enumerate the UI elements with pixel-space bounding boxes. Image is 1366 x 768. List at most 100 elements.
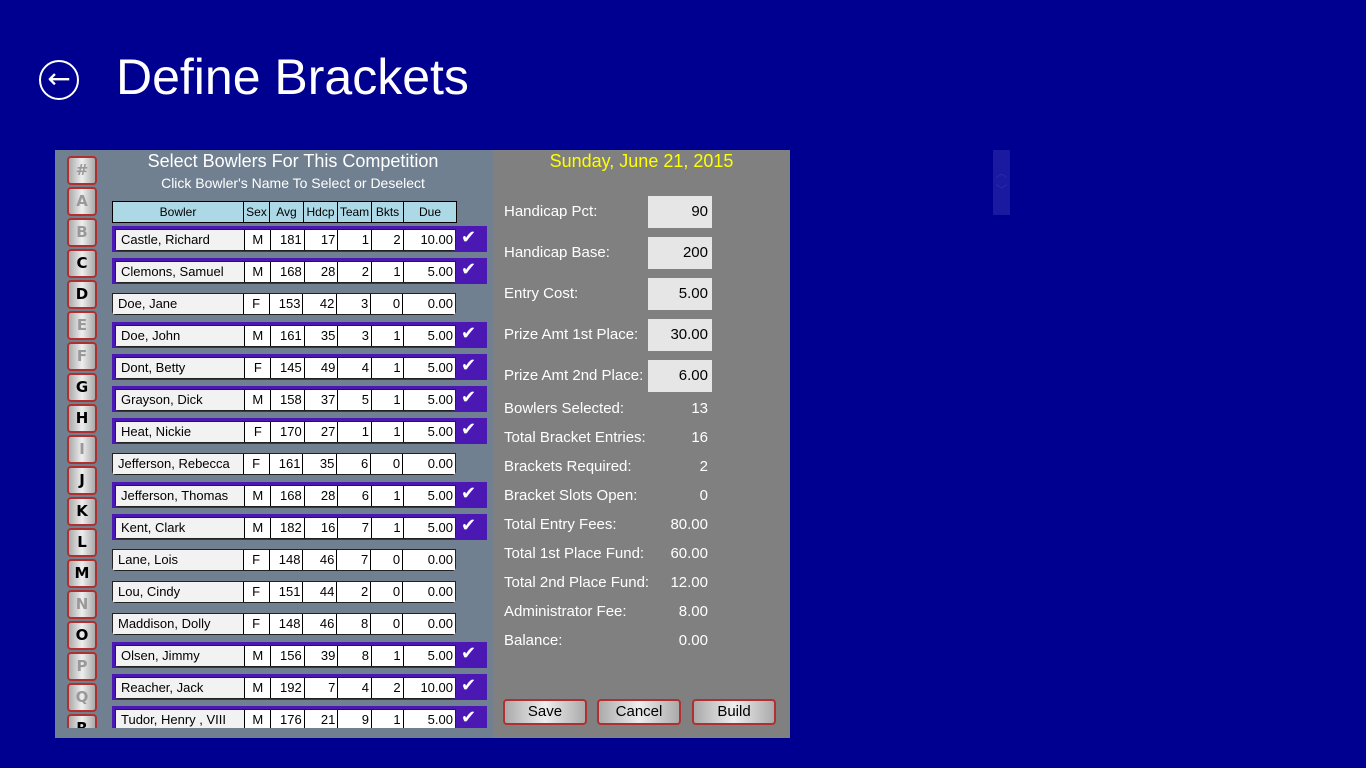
average: 168	[271, 486, 305, 506]
bowler-row[interactable]: Lou, Cindy F 151 44 2 0 0.00	[112, 578, 487, 604]
bowler-row[interactable]: Reacher, Jack M 192 7 4 2 10.00 ✔	[112, 674, 487, 700]
row-cells: Kent, Clark M 182 16 7 1 5.00	[115, 517, 456, 539]
bowler-name[interactable]: Doe, John	[116, 326, 246, 346]
build-button[interactable]: Build	[692, 699, 776, 725]
bowler-row[interactable]: Lane, Lois F 148 46 7 0 0.00	[112, 546, 487, 572]
field-label: Prize Amt 2nd Place:	[504, 367, 644, 384]
bowler-row[interactable]: Clemons, Samuel M 168 28 2 1 5.00 ✔	[112, 258, 487, 284]
bowler-row[interactable]: Doe, John M 161 35 3 1 5.00 ✔	[112, 322, 487, 348]
bowler-row[interactable]: Doe, Jane F 153 42 3 0 0.00	[112, 290, 487, 316]
bowler-name[interactable]: Tudor, Henry , VIII	[116, 710, 246, 728]
bowler-name[interactable]: Lou, Cindy	[113, 582, 244, 602]
checkmark-icon: ✔	[461, 675, 477, 696]
letter-button-k[interactable]: K	[67, 497, 97, 526]
letter-button-p[interactable]: P	[67, 652, 97, 681]
stat-value: 2	[699, 458, 708, 475]
bowler-row[interactable]: Tudor, Henry , VIII M 176 21 9 1 5.00 ✔	[112, 706, 487, 728]
letter-button-o[interactable]: O	[67, 621, 97, 650]
bowler-row[interactable]: Kent, Clark M 182 16 7 1 5.00 ✔	[112, 514, 487, 540]
handicap: 16	[304, 518, 339, 538]
field-input[interactable]: 5.00	[648, 278, 712, 310]
sex: M	[245, 262, 272, 282]
letter-button-c[interactable]: C	[67, 249, 97, 278]
team: 4	[338, 678, 372, 698]
field-input[interactable]: 30.00	[648, 319, 712, 351]
letter-button-l[interactable]: L	[67, 528, 97, 557]
bowler-name[interactable]: Olsen, Jimmy	[116, 646, 246, 666]
team: 3	[338, 326, 372, 346]
bowler-row[interactable]: Heat, Nickie F 170 27 1 1 5.00 ✔	[112, 418, 487, 444]
field-input[interactable]: 6.00	[648, 360, 712, 392]
letter-button-i[interactable]: I	[67, 435, 97, 464]
bowler-name[interactable]: Lane, Lois	[113, 550, 244, 570]
letter-button-q[interactable]: Q	[67, 683, 97, 712]
bowler-name[interactable]: Jefferson, Rebecca	[113, 454, 244, 474]
letter-button-n[interactable]: N	[67, 590, 97, 619]
competition-date: Sunday, June 21, 2015	[549, 151, 734, 171]
brackets: 1	[371, 486, 404, 506]
stat-value: 80.00	[670, 516, 708, 533]
bowler-row[interactable]: Jefferson, Thomas M 168 28 6 1 5.00 ✔	[112, 482, 487, 508]
back-button[interactable]: ←	[39, 60, 79, 100]
bowler-list[interactable]: Castle, Richard M 181 17 1 2 10.00 ✔ Clemons, Sa…	[112, 226, 487, 728]
letter-button-m[interactable]: M	[67, 559, 97, 588]
bowler-name[interactable]: Castle, Richard	[116, 230, 246, 250]
bowler-row[interactable]: Castle, Richard M 181 17 1 2 10.00 ✔	[112, 226, 487, 252]
sex: M	[245, 710, 272, 728]
bowler-row[interactable]: Grayson, Dick M 158 37 5 1 5.00 ✔	[112, 386, 487, 412]
letter-button-g[interactable]: G	[67, 373, 97, 402]
cancel-button[interactable]: Cancel	[597, 699, 681, 725]
bowler-row[interactable]: Jefferson, Rebecca F 161 35 6 0 0.00	[112, 450, 487, 476]
save-button[interactable]: Save	[503, 699, 587, 725]
average: 156	[271, 646, 305, 666]
table-header: Bowler Sex Avg Hdcp Team Bkts Due	[112, 201, 457, 223]
letter-button-d[interactable]: D	[67, 280, 97, 309]
bowler-row[interactable]: Dont, Betty F 145 49 4 1 5.00 ✔	[112, 354, 487, 380]
letter-button-a[interactable]: A	[67, 187, 97, 216]
stat-value: 0.00	[678, 632, 708, 649]
bowler-name[interactable]: Heat, Nickie	[116, 422, 246, 442]
field-input[interactable]: 200	[648, 237, 712, 269]
column-header-sex: Sex	[244, 202, 270, 222]
letter-button-b[interactable]: B	[67, 218, 97, 247]
letter-button-hash[interactable]: #	[67, 156, 97, 185]
handicap: 21	[304, 710, 339, 728]
bowler-name[interactable]: Grayson, Dick	[116, 390, 246, 410]
field-label: Handicap Base:	[504, 244, 610, 261]
bowler-row[interactable]: Olsen, Jimmy M 156 39 8 1 5.00 ✔	[112, 642, 487, 668]
column-header-avg: Avg	[270, 202, 304, 222]
field-label: Handicap Pct:	[504, 203, 598, 220]
letter-button-r[interactable]: R	[67, 714, 97, 728]
bowler-name[interactable]: Clemons, Samuel	[116, 262, 246, 282]
handicap: 28	[304, 486, 339, 506]
bowler-name[interactable]: Dont, Betty	[116, 358, 246, 378]
stat-value: 8.00	[678, 603, 708, 620]
field-label: Prize Amt 1st Place:	[504, 326, 639, 343]
bowler-name[interactable]: Reacher, Jack	[116, 678, 246, 698]
chevron-down-icon[interactable]: ﹀	[995, 183, 1008, 197]
stat-value: 16	[691, 429, 708, 446]
letter-button-f[interactable]: F	[67, 342, 97, 371]
field-input[interactable]: 90	[648, 196, 712, 228]
checkmark-icon: ✔	[461, 227, 477, 248]
brackets: 1	[371, 262, 404, 282]
bowler-name[interactable]: Jefferson, Thomas	[116, 486, 246, 506]
letter-button-h[interactable]: H	[67, 404, 97, 433]
handicap: 35	[303, 454, 338, 474]
letter-button-e[interactable]: E	[67, 311, 97, 340]
chevron-up-icon[interactable]: ︿	[995, 166, 1008, 180]
bowler-name[interactable]: Maddison, Dolly	[113, 614, 244, 634]
bowler-row[interactable]: Maddison, Dolly F 148 46 8 0 0.00	[112, 610, 487, 636]
stat-label: Brackets Required:	[504, 458, 632, 475]
letter-button-j[interactable]: J	[67, 466, 97, 495]
sex: M	[245, 390, 272, 410]
back-arrow-icon: ←	[47, 62, 71, 95]
scroll-buttons[interactable]: ︿ ﹀	[993, 150, 1010, 215]
field-label: Entry Cost:	[504, 285, 579, 302]
handicap: 46	[303, 614, 338, 634]
sex: F	[243, 454, 270, 474]
average: 181	[271, 230, 305, 250]
bowler-name[interactable]: Kent, Clark	[116, 518, 246, 538]
sex: F	[243, 550, 270, 570]
bowler-name[interactable]: Doe, Jane	[113, 294, 244, 314]
